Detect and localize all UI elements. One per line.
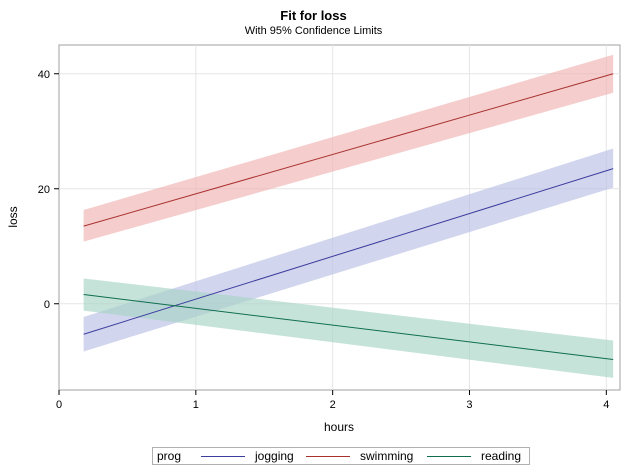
chart-title: Fit for loss [280,8,347,23]
x-tick-label: 1 [193,399,199,411]
x-tick-label: 4 [603,399,609,411]
chart-subtitle: With 95% Confidence Limits [244,25,383,37]
legend-title: prog [157,449,182,463]
fit-line-jogging [83,168,614,335]
y-axis: 0 20 40 [38,69,59,311]
legend-label-swimming: swimming [360,449,414,463]
legend-item-swimming: swimming [306,449,413,463]
legend-swatch-jogging [201,455,245,457]
x-tick-label: 3 [466,399,472,411]
confidence-band-swimming [83,54,614,242]
legend-label-jogging: jogging [255,449,294,463]
x-axis-label: hours [324,420,354,434]
fit-lines [83,73,614,361]
fit-line-swimming [83,73,614,227]
legend-item-jogging: jogging [201,449,294,463]
y-tick-label: 20 [38,184,50,196]
legend: prog jogging swimming reading [152,447,530,465]
legend-item-reading: reading [427,449,521,463]
legend-label-reading: reading [481,449,522,463]
legend-swatch-swimming [306,455,350,457]
fit-line-reading [83,294,614,361]
legend-swatch-reading [427,455,471,457]
y-axis-label: loss [6,206,20,227]
x-axis: 0 1 2 3 4 [56,390,609,411]
x-tick-label: 2 [330,399,336,411]
y-tick-label: 40 [38,69,50,81]
confidence-bands [83,54,614,378]
confidence-band-reading [83,278,614,378]
x-tick-label: 0 [56,399,62,411]
y-tick-label: 0 [44,299,50,311]
